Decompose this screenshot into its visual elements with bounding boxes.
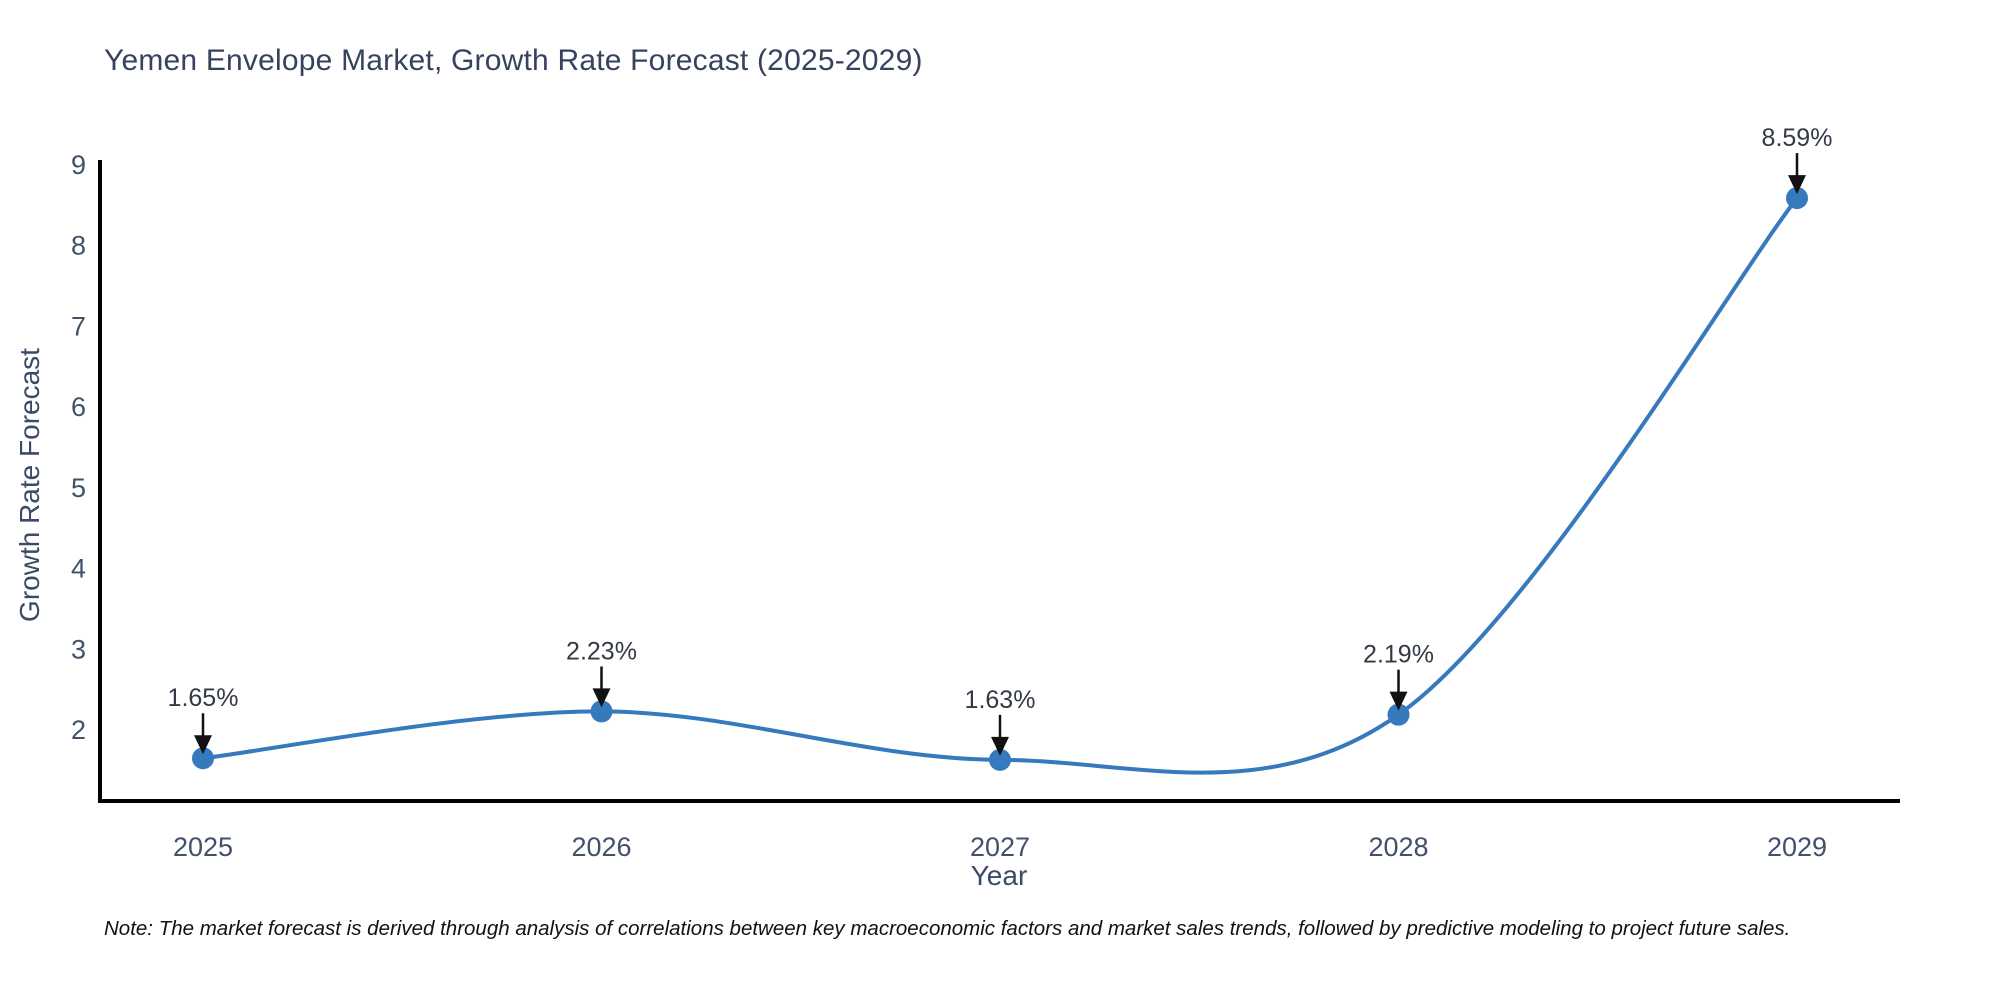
point-value-label: 1.65% [168,684,239,712]
y-tick-label: 5 [71,473,86,503]
data-point-markers [192,187,1808,771]
annotation-arrowhead-icon [991,736,1009,756]
y-axis-tick-labels: 2 3 4 5 6 7 8 9 [71,150,86,745]
y-tick-label: 2 [71,715,86,745]
point-value-label: 1.63% [965,686,1036,714]
annotation-arrowhead-icon [1788,175,1806,195]
y-tick-label: 8 [71,231,86,261]
data-point-marker[interactable] [590,700,613,723]
x-tick-label: 2026 [571,832,631,862]
x-tick-label: 2025 [173,832,233,862]
footnote: Note: The market forecast is derived thr… [104,917,1791,940]
x-tick-label: 2027 [970,832,1030,862]
chart-title: Yemen Envelope Market, Growth Rate Forec… [104,44,923,77]
annotation-arrowhead-icon [1389,691,1408,711]
series-line [201,196,1799,775]
data-point-marker[interactable] [192,747,214,770]
y-tick-label: 9 [71,150,86,180]
x-axis-title: Year [970,860,1028,891]
point-value-label: 2.19% [1363,641,1434,669]
y-tick-label: 3 [71,634,86,664]
y-axis-title: Growth Rate Forecast [14,348,45,622]
data-point-marker[interactable] [989,748,1011,771]
y-tick-label: 6 [71,392,86,422]
y-tick-label: 7 [71,311,86,341]
x-tick-label: 2029 [1767,832,1827,862]
data-point-marker[interactable] [1786,187,1808,210]
x-axis-tick-labels: 2025 2026 2027 2028 2029 [173,832,1827,862]
point-value-label: 8.59% [1762,124,1833,152]
annotation-arrowhead-icon [194,735,212,755]
x-tick-label: 2028 [1368,832,1428,862]
point-annotations: 1.65% 2.23% 1.63% 2.19% 8.59% [168,124,1833,756]
annotation-arrowhead-icon [592,688,611,708]
point-value-label: 2.23% [566,637,637,665]
axes [98,160,1900,803]
y-tick-label: 4 [71,554,86,584]
data-point-marker[interactable] [1387,703,1410,726]
